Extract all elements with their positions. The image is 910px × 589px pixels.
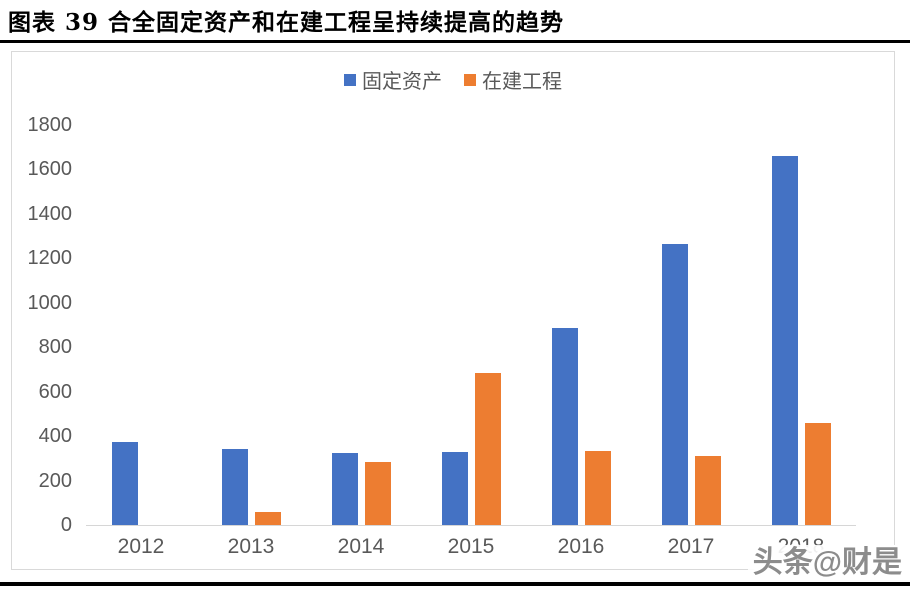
bar-group-2015	[416, 125, 526, 525]
bar-在建工程-2015	[474, 372, 501, 525]
y-tick-label: 600	[38, 380, 72, 403]
x-tick-label: 2012	[117, 535, 165, 558]
x-tick-label: 2013	[227, 535, 275, 558]
bar-在建工程-2017	[694, 456, 721, 525]
legend-item-1: 在建工程	[464, 65, 562, 94]
bar-固定资产-2014	[331, 452, 358, 525]
legend-swatch-icon	[464, 73, 476, 86]
x-tick-label: 2017	[667, 535, 715, 558]
bar-series-container	[86, 125, 856, 525]
watermark: 头条@财是	[747, 545, 907, 581]
bar-group-2013	[196, 125, 306, 525]
y-tick-label: 1600	[27, 158, 73, 181]
y-tick-label: 1200	[27, 247, 73, 270]
bar-固定资产-2012	[111, 441, 138, 525]
bar-固定资产-2017	[661, 243, 688, 525]
bar-group-2017	[636, 125, 746, 525]
x-tick-label: 2014	[337, 535, 385, 558]
bar-在建工程-2016	[584, 450, 611, 525]
bar-固定资产-2015	[441, 451, 468, 525]
y-tick-label: 400	[38, 425, 72, 448]
bar-group-2016	[526, 125, 636, 525]
legend-label: 固定资产	[362, 71, 442, 93]
bar-在建工程-2014	[364, 461, 391, 525]
bar-固定资产-2018	[771, 156, 798, 525]
bar-固定资产-2016	[551, 328, 578, 525]
bar-group-2014	[306, 125, 416, 525]
x-tick-label: 2015	[447, 535, 495, 558]
legend-swatch-icon	[344, 73, 356, 86]
title-rule	[0, 40, 910, 43]
bar-group-2018	[746, 125, 856, 525]
legend-item-0: 固定资产	[344, 65, 442, 94]
legend-label: 在建工程	[482, 71, 562, 93]
y-tick-label: 1000	[27, 291, 73, 314]
bar-group-2012	[86, 125, 196, 525]
plot-area: 2012201320142015201620172018 02004006008…	[28, 114, 856, 558]
chart-legend: 固定资产 在建工程	[12, 65, 894, 94]
bottom-rule	[0, 582, 910, 586]
bar-在建工程-2018	[804, 422, 831, 525]
x-axis-labels: 2012201320142015201620172018	[86, 525, 856, 559]
y-tick-label: 200	[38, 469, 72, 492]
y-tick-label: 1400	[27, 202, 73, 225]
y-tick-label: 1800	[27, 114, 73, 136]
y-tick-label: 0	[60, 514, 72, 536]
figure-caption: 图表 39 合全固定资产和在建工程呈持续提高的趋势	[8, 9, 565, 36]
x-axis-line	[86, 525, 856, 526]
y-tick-label: 800	[38, 336, 72, 359]
x-tick-label: 2016	[557, 535, 605, 558]
bar-在建工程-2013	[254, 511, 281, 525]
bar-固定资产-2013	[221, 449, 248, 525]
